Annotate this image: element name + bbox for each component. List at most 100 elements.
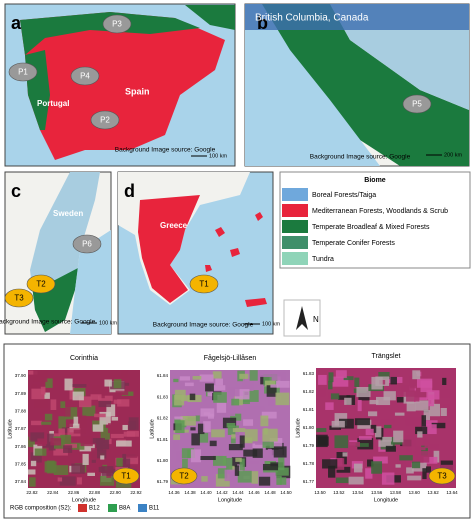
image-texture <box>69 386 75 400</box>
image-texture <box>82 453 89 465</box>
image-texture <box>261 411 277 419</box>
site-label: P6 <box>82 240 92 249</box>
image-texture <box>231 434 236 439</box>
band-label: B11 <box>149 506 160 512</box>
image-texture <box>200 455 216 461</box>
image-texture <box>212 371 222 379</box>
credit: Background Image source: Google <box>0 319 96 326</box>
image-texture <box>189 393 196 401</box>
image-texture <box>126 456 139 466</box>
image-texture <box>371 376 383 390</box>
image-texture <box>71 442 85 450</box>
image-texture <box>33 370 48 382</box>
y-tick-label: 37.87 <box>15 426 27 431</box>
image-texture <box>424 444 439 449</box>
image-texture <box>267 448 272 458</box>
x-tick-label: 22.82 <box>26 490 38 495</box>
panel-title: Fågelsjö-Lillåsen <box>204 354 257 362</box>
image-texture <box>192 375 202 380</box>
x-axis-label: Longitude <box>218 497 242 503</box>
band-label: B8A <box>119 506 130 512</box>
x-tick-label: 14.50 <box>280 490 292 495</box>
image-texture <box>64 407 71 417</box>
image-texture <box>239 435 245 448</box>
image-texture <box>90 394 102 400</box>
panel-letter: a <box>11 13 22 33</box>
image-texture <box>411 461 421 469</box>
image-texture <box>354 418 370 426</box>
site-marker <box>112 467 140 485</box>
scale-label: 100 km <box>99 320 117 326</box>
image-texture <box>330 393 340 400</box>
image-texture <box>395 464 401 468</box>
image-texture <box>230 413 242 421</box>
image-texture <box>426 390 440 400</box>
image-texture <box>60 401 66 409</box>
image-texture <box>328 372 334 383</box>
image-texture <box>415 446 426 451</box>
image-texture <box>200 408 215 417</box>
image-texture <box>436 389 451 398</box>
image-texture <box>72 384 87 388</box>
image-texture <box>317 388 326 397</box>
image-texture <box>271 372 286 381</box>
image-texture <box>344 397 352 405</box>
site-marker <box>102 14 132 34</box>
site-marker <box>402 94 432 114</box>
image-texture <box>232 428 246 433</box>
x-tick-label: 13.56 <box>371 490 383 495</box>
image-texture <box>67 423 73 428</box>
image-texture <box>423 420 438 425</box>
legend-swatch <box>282 236 308 249</box>
image-texture <box>31 420 42 426</box>
band-label: B12 <box>89 506 100 512</box>
image-texture <box>423 410 431 421</box>
image-texture <box>338 395 351 400</box>
x-tick-label: 14.40 <box>200 490 212 495</box>
image-texture <box>246 460 259 464</box>
composition-label: RGB composition (S2): <box>10 506 72 512</box>
image-texture <box>58 416 66 429</box>
image-texture <box>334 435 349 449</box>
image-texture <box>241 437 253 444</box>
image-texture <box>207 413 214 419</box>
image-texture <box>30 460 37 467</box>
image-texture <box>73 416 79 426</box>
image-texture <box>262 441 274 448</box>
panel-letter: b <box>257 13 268 33</box>
image-texture <box>228 386 240 397</box>
image-texture <box>317 436 329 446</box>
image-texture <box>415 400 429 411</box>
legend-label: Temperate Broadleaf & Mixed Forests <box>312 224 430 231</box>
image-texture <box>384 424 392 429</box>
image-texture <box>179 376 191 381</box>
image-texture <box>394 412 405 416</box>
y-tick-label: 37.84 <box>15 479 27 484</box>
image-texture <box>329 425 341 430</box>
image-texture <box>79 444 95 452</box>
image-texture <box>201 476 208 482</box>
image-texture <box>30 452 42 463</box>
image-texture <box>113 379 122 389</box>
image-texture <box>91 447 97 460</box>
image-texture <box>116 440 132 447</box>
legend-label: Mediterranean Forests, Woodlands & Scrub <box>312 208 448 215</box>
credit: Background Image source: Google <box>153 322 254 329</box>
image-texture <box>383 391 396 401</box>
image-texture <box>200 442 210 446</box>
x-tick-label: 22.88 <box>89 490 101 495</box>
image-texture <box>53 465 69 475</box>
image-texture <box>421 415 427 427</box>
image-texture <box>316 428 327 433</box>
image-texture <box>184 382 194 387</box>
site-label: P1 <box>18 68 28 77</box>
image-texture <box>390 439 405 445</box>
image-texture <box>399 455 413 461</box>
island <box>205 212 267 307</box>
image-texture <box>348 476 364 485</box>
y-tick-label: 37.85 <box>15 462 27 467</box>
image-texture <box>94 413 106 418</box>
y-tick-label: 61.81 <box>157 437 169 442</box>
scale-label: 100 km <box>209 153 227 159</box>
image-texture <box>234 389 250 400</box>
